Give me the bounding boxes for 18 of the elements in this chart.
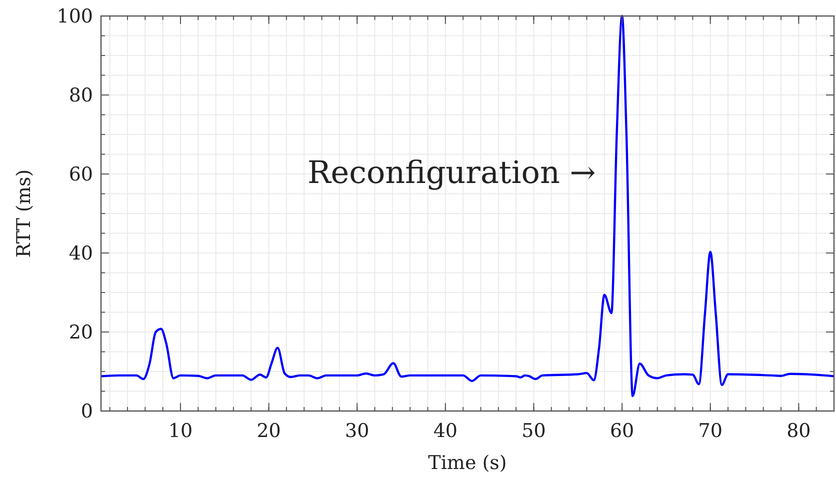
y-tick-label: 60 (68, 164, 93, 186)
x-tick-label: 70 (698, 420, 722, 442)
x-axis-title: Time (s) (428, 452, 507, 474)
x-tick-label: 10 (168, 420, 193, 442)
line-series (100, 14, 836, 398)
y-tick-label: 0 (80, 400, 93, 423)
y-axis-title: RTT (ms) (13, 169, 35, 258)
x-tick-label: 80 (786, 420, 811, 442)
x-tick-label: 30 (345, 420, 370, 442)
x-tick-label: 40 (433, 420, 458, 442)
annotation: Reconfiguration → (307, 154, 596, 191)
x-tick-label: 20 (256, 420, 281, 442)
x-tick-label: 60 (610, 420, 634, 442)
y-tick-label: 80 (68, 84, 93, 107)
y-tick-label: 40 (68, 242, 93, 265)
y-tick-label: 20 (68, 322, 93, 344)
y-tick-label: 100 (56, 6, 93, 28)
x-tick-label: 50 (522, 420, 546, 442)
